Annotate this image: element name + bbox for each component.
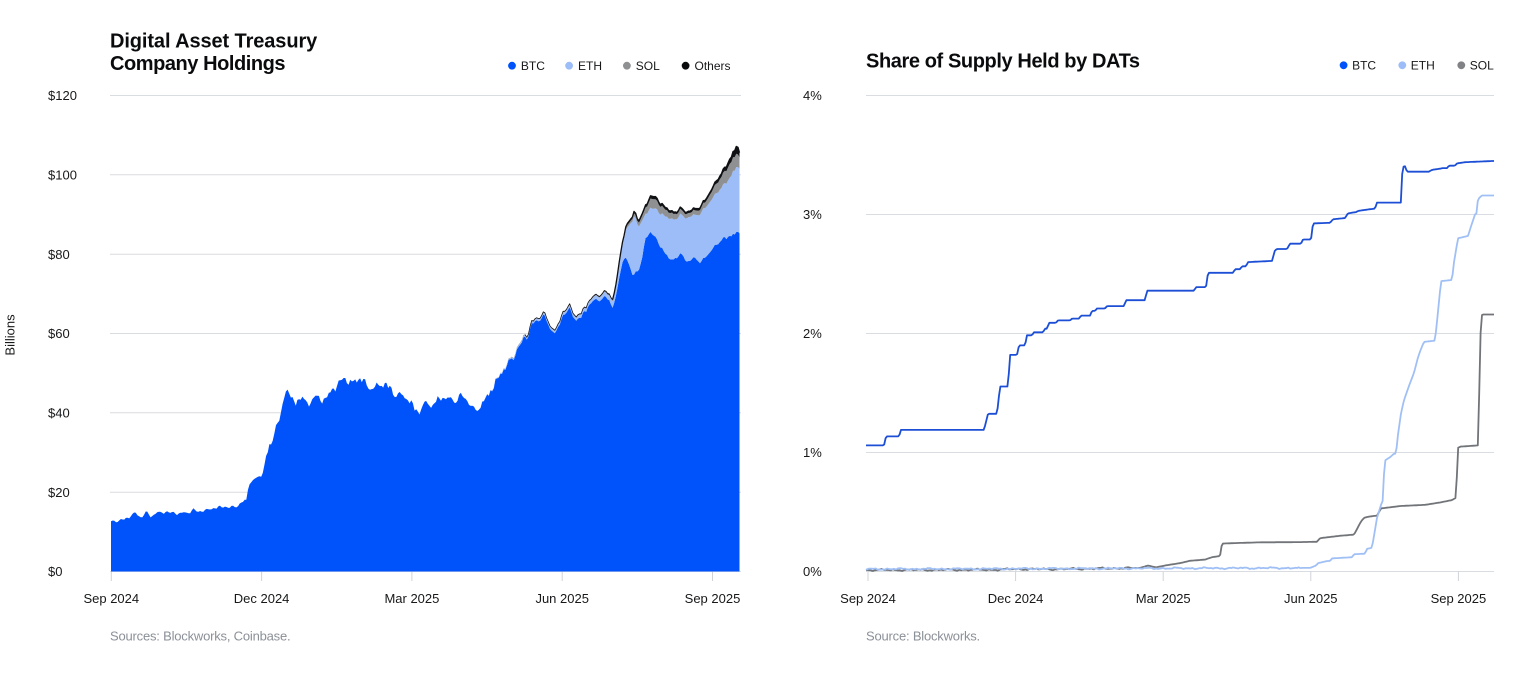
svg-text:$80: $80 — [48, 247, 70, 262]
svg-text:BTC: BTC — [1352, 59, 1376, 73]
svg-text:BTC: BTC — [521, 59, 545, 73]
svg-text:SOL: SOL — [636, 59, 660, 73]
svg-text:Jun 2025: Jun 2025 — [535, 591, 589, 606]
svg-text:Source: Blockworks.: Source: Blockworks. — [866, 629, 980, 644]
svg-text:Mar 2025: Mar 2025 — [384, 591, 439, 606]
svg-text:Dec 2024: Dec 2024 — [988, 591, 1044, 606]
svg-text:ETH: ETH — [578, 59, 602, 73]
svg-text:Others: Others — [695, 59, 731, 73]
svg-text:Jun 2025: Jun 2025 — [1284, 591, 1338, 606]
svg-text:Sep 2025: Sep 2025 — [1431, 591, 1487, 606]
svg-text:$60: $60 — [48, 326, 70, 341]
svg-text:3%: 3% — [803, 207, 822, 222]
svg-text:$40: $40 — [48, 405, 70, 420]
svg-text:2%: 2% — [803, 326, 822, 341]
svg-text:Digital Asset Treasury: Digital Asset Treasury — [110, 30, 318, 52]
svg-text:Sep 2024: Sep 2024 — [840, 591, 896, 606]
svg-text:$0: $0 — [48, 564, 62, 579]
svg-text:$100: $100 — [48, 167, 77, 182]
svg-text:0%: 0% — [803, 564, 822, 579]
svg-text:Dec 2024: Dec 2024 — [234, 591, 290, 606]
svg-text:Sources: Blockworks, Coinbase.: Sources: Blockworks, Coinbase. — [110, 629, 290, 644]
svg-text:Share of Supply Held by DATs: Share of Supply Held by DATs — [866, 51, 1140, 73]
svg-text:$20: $20 — [48, 485, 70, 500]
svg-text:4%: 4% — [803, 88, 822, 103]
svg-text:ETH: ETH — [1411, 59, 1435, 73]
svg-text:Sep 2025: Sep 2025 — [685, 591, 741, 606]
svg-text:SOL: SOL — [1470, 59, 1494, 73]
svg-text:Sep 2024: Sep 2024 — [83, 591, 139, 606]
svg-text:Company Holdings: Company Holdings — [110, 53, 285, 75]
svg-text:1%: 1% — [803, 445, 822, 460]
svg-text:Mar 2025: Mar 2025 — [1136, 591, 1191, 606]
svg-text:$120: $120 — [48, 88, 77, 103]
svg-text:Billions: Billions — [3, 314, 18, 356]
